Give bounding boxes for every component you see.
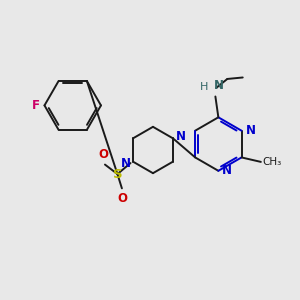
Text: N: N xyxy=(214,79,224,92)
Text: H: H xyxy=(200,82,208,92)
Text: N: N xyxy=(222,164,232,177)
Text: N: N xyxy=(176,130,185,143)
Text: S: S xyxy=(112,168,122,181)
Text: O: O xyxy=(117,192,127,205)
Text: CH₃: CH₃ xyxy=(262,157,282,167)
Text: N: N xyxy=(121,157,130,169)
Text: O: O xyxy=(98,148,109,161)
Text: F: F xyxy=(32,99,40,112)
Text: N: N xyxy=(245,124,255,137)
